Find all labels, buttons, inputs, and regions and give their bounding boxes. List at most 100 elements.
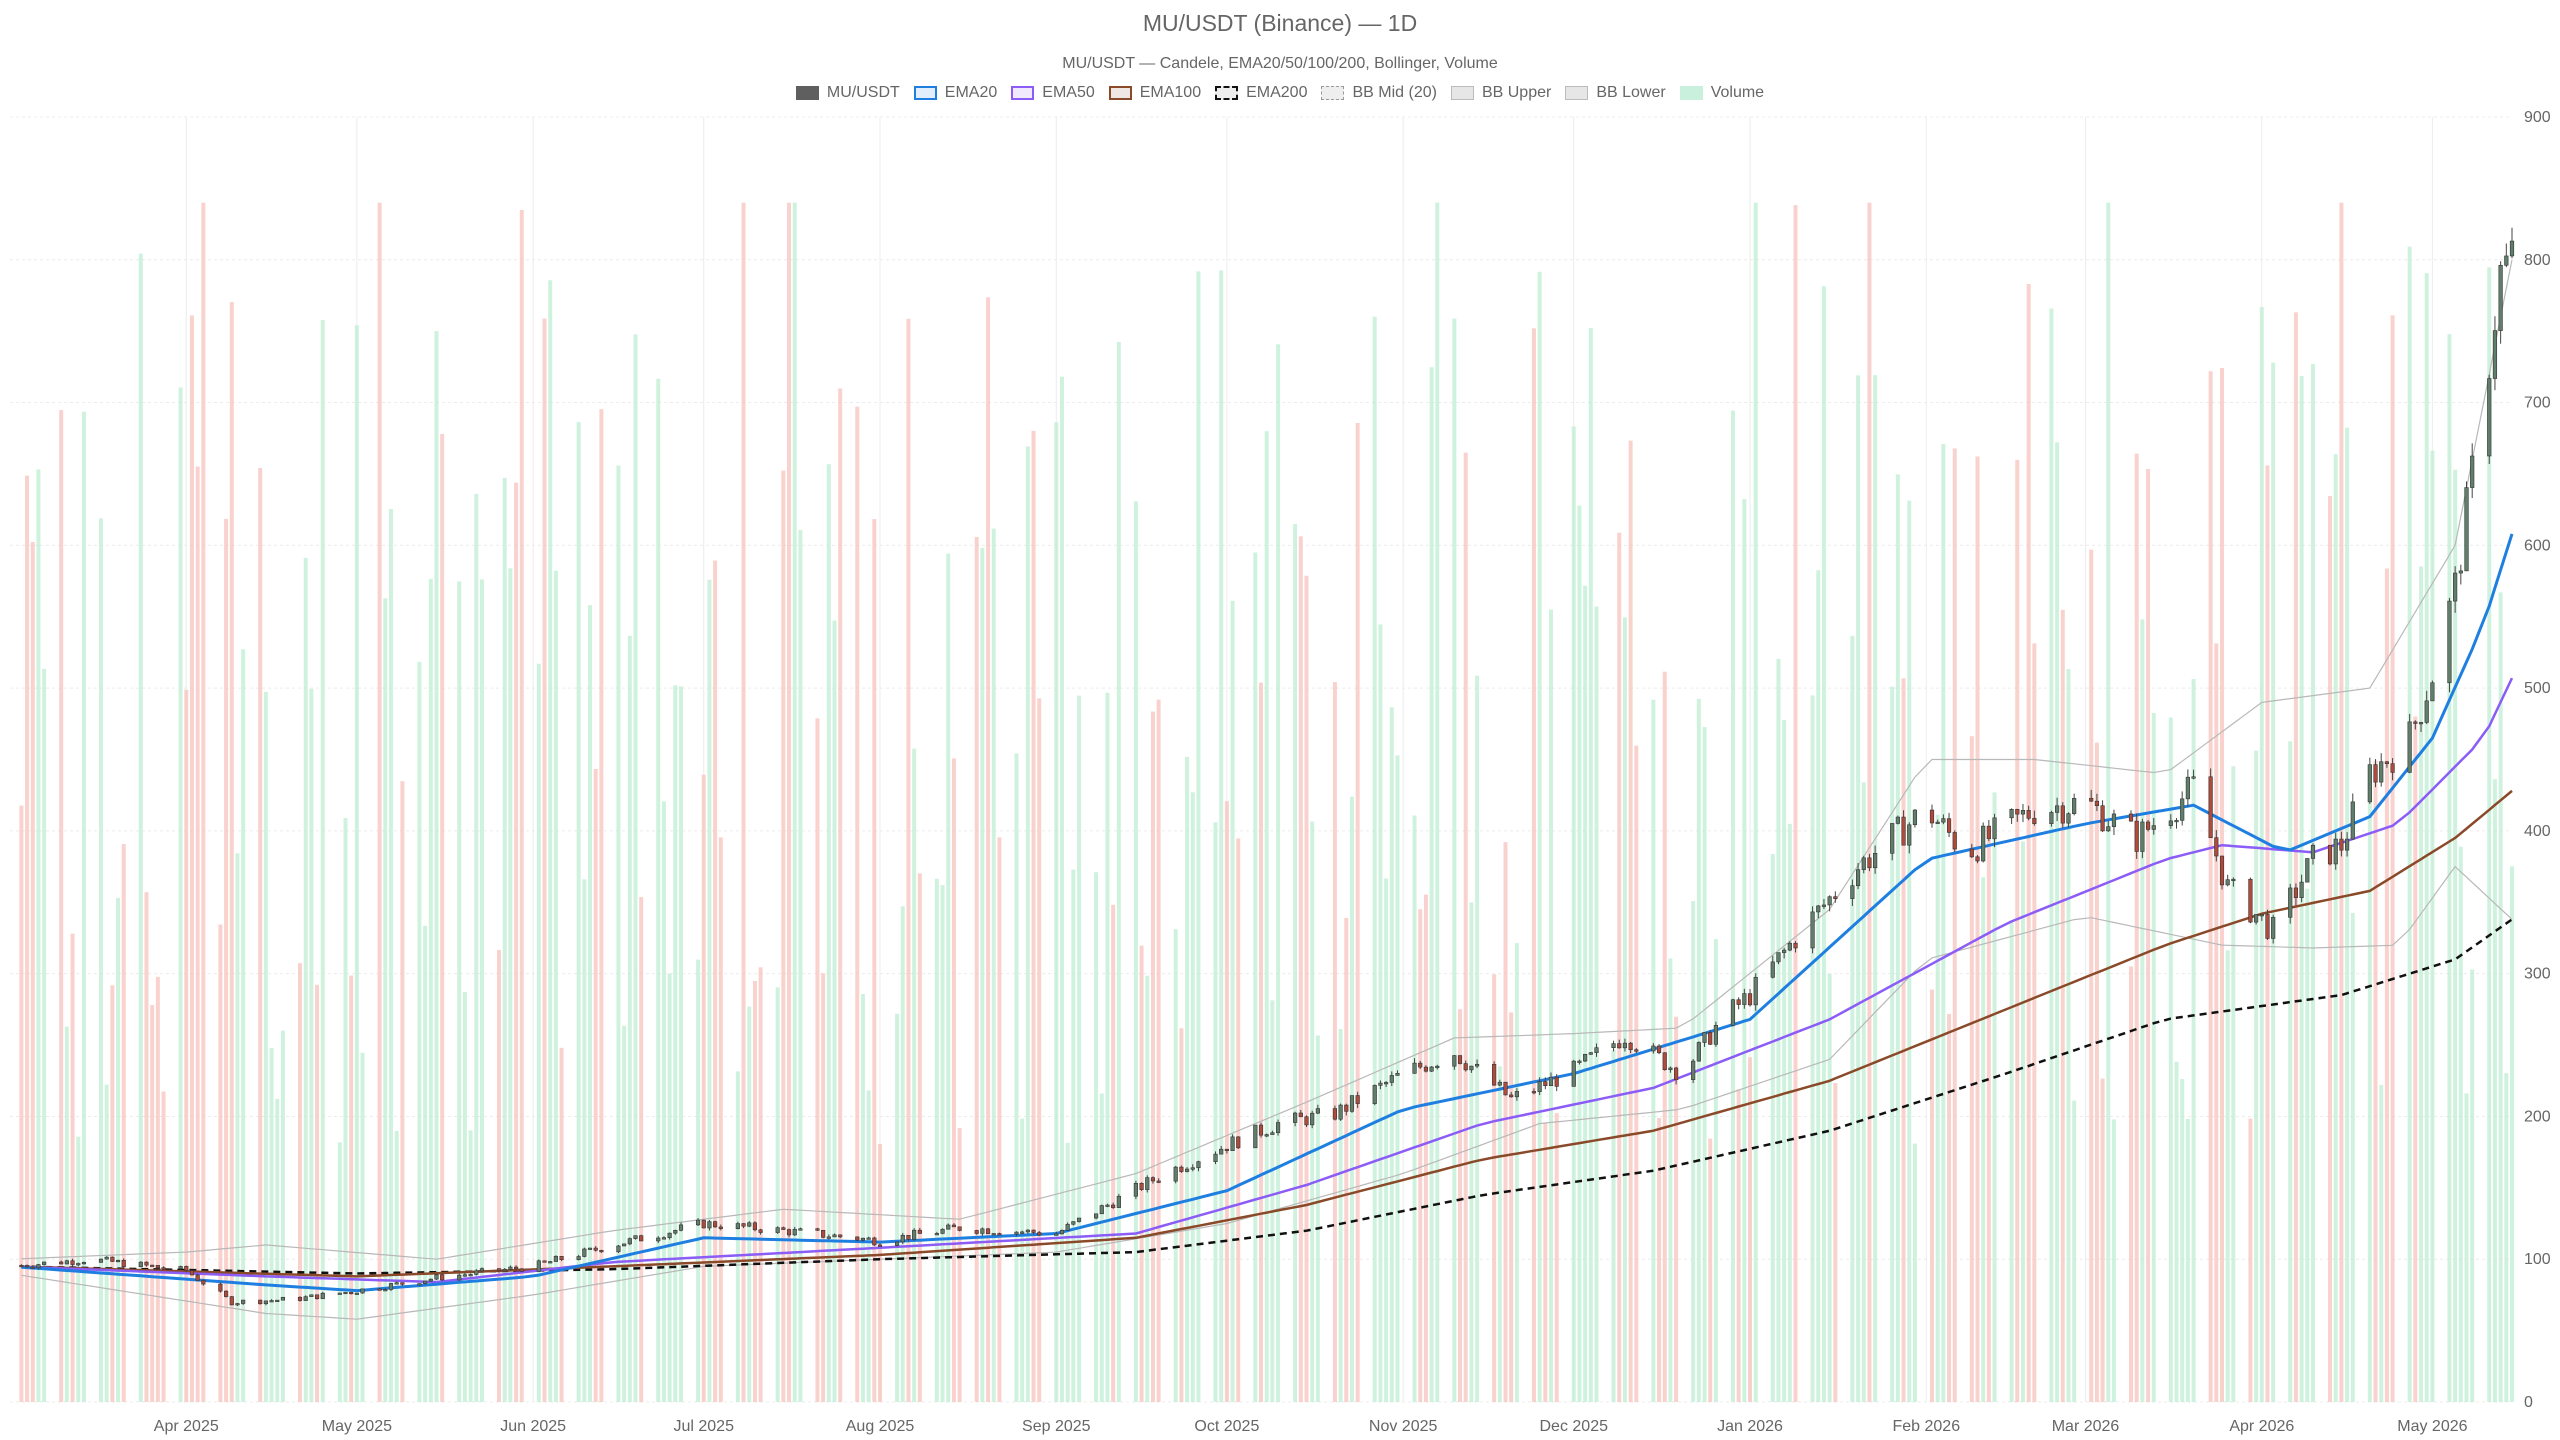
candle-body [1503, 1081, 1508, 1096]
x-tick-label: Jan 2026 [1717, 1418, 1783, 1435]
candle-body [991, 1233, 996, 1236]
candle-body [150, 1264, 155, 1267]
candle-body [155, 1265, 160, 1268]
volume-bar [593, 768, 598, 1402]
volume-bar [900, 906, 905, 1402]
candle-body [2128, 813, 2134, 822]
volume-bar [1190, 792, 1195, 1402]
legend-item[interactable]: BB Lower [1565, 84, 1666, 102]
candle-body [1179, 1166, 1184, 1172]
volume-bar [1770, 854, 1775, 1402]
candle-body [1492, 1063, 1497, 1086]
legend-item[interactable]: EMA200 [1215, 84, 1307, 102]
volume-bar [815, 718, 820, 1402]
candle-body [1634, 1049, 1639, 1052]
volume-bar [2498, 592, 2503, 1402]
x-tick-label: Sep 2025 [1022, 1418, 1091, 1435]
legend-item[interactable]: EMA100 [1108, 84, 1201, 102]
candle-body [1389, 1075, 1394, 1083]
candle-body [496, 1268, 502, 1272]
volume-bar [696, 959, 701, 1402]
volume-bar [735, 1071, 740, 1402]
volume-bar [394, 1130, 399, 1402]
candle-body [349, 1291, 354, 1295]
volume-bar [1065, 1142, 1070, 1402]
volume-bar [1173, 929, 1178, 1402]
candle-body [1850, 885, 1855, 899]
candle-body [1099, 1205, 1104, 1215]
legend-item[interactable]: EMA20 [913, 84, 997, 102]
candle-body [559, 1256, 564, 1260]
volume-bar [303, 557, 308, 1402]
legend-item[interactable]: MU/USDT [795, 84, 900, 102]
candle-body [1691, 1060, 1696, 1080]
volume-bar [826, 464, 831, 1402]
volume-bar [1094, 872, 1099, 1402]
legend-swatch [1011, 86, 1035, 100]
candle-body [1611, 1043, 1616, 1049]
volume-bar [315, 984, 320, 1402]
volume-bar [1793, 205, 1798, 1402]
legend-item[interactable]: BB Mid (20) [1321, 84, 1437, 102]
candle-layer [19, 227, 2515, 1306]
candle-body [906, 1235, 911, 1240]
candle-body [360, 1288, 365, 1294]
volume-bar [1497, 1066, 1502, 1402]
volume-bar [19, 805, 24, 1402]
volume-bar [178, 387, 183, 1403]
volume-bar [1458, 1009, 1463, 1402]
volume-bar [1031, 430, 1036, 1402]
volume-bar [1298, 536, 1303, 1402]
volume-bar [2174, 1061, 2179, 1402]
candle-body [2254, 914, 2259, 923]
volume-bar [81, 411, 86, 1403]
candle-body [917, 1229, 922, 1234]
candle-body [934, 1233, 939, 1236]
legend-swatch [795, 86, 819, 100]
legend-swatch [1565, 86, 1589, 100]
volume-bar [457, 581, 462, 1402]
candle-body [76, 1263, 81, 1266]
volume-bar [2373, 760, 2378, 1402]
volume-bar [417, 661, 422, 1402]
legend-item[interactable]: EMA50 [1011, 84, 1095, 102]
legend-item[interactable]: Volume [1679, 84, 1764, 102]
candle-body [229, 1296, 234, 1306]
candle-body [201, 1280, 206, 1285]
y-tick-label: 800 [2524, 252, 2551, 269]
volume-bar [59, 410, 64, 1402]
volume-bar [1827, 973, 1832, 1402]
candle-body [997, 1233, 1002, 1236]
volume-bar [2020, 841, 2025, 1402]
candle-body [508, 1266, 513, 1270]
candle-body [1071, 1221, 1076, 1225]
candle-body [1423, 1066, 1428, 1072]
x-tick-label: Jul 2025 [673, 1418, 734, 1435]
volume-bar [2510, 866, 2514, 1402]
volume-bar [275, 1098, 280, 1402]
candle-body [1275, 1122, 1281, 1134]
volume-bar [1378, 624, 1383, 1402]
volume-bar [798, 529, 803, 1402]
candle-body [622, 1243, 627, 1247]
x-tick-label: Dec 2025 [1540, 1418, 1609, 1435]
candle-body [1668, 1067, 1673, 1071]
volume-bar [1133, 501, 1138, 1402]
volume-bar [1730, 410, 1735, 1402]
candle-body [1213, 1153, 1218, 1162]
candle-body [1929, 809, 1935, 824]
candle-body [1548, 1076, 1554, 1087]
candle-body [1674, 1067, 1679, 1080]
legend-item[interactable]: BB Upper [1450, 84, 1551, 102]
y-tick-label: 200 [2524, 1108, 2551, 1125]
volume-bar [2271, 362, 2276, 1402]
candle-body [1264, 1134, 1269, 1137]
candle-body [2345, 838, 2350, 851]
candle-body [815, 1228, 820, 1231]
candle-body [1907, 824, 1912, 846]
candle-body [1969, 848, 1974, 858]
candle-body [752, 1222, 758, 1231]
volume-bar [2504, 1073, 2509, 1402]
volume-bar [747, 1006, 752, 1402]
volume-bar [2094, 742, 2099, 1402]
